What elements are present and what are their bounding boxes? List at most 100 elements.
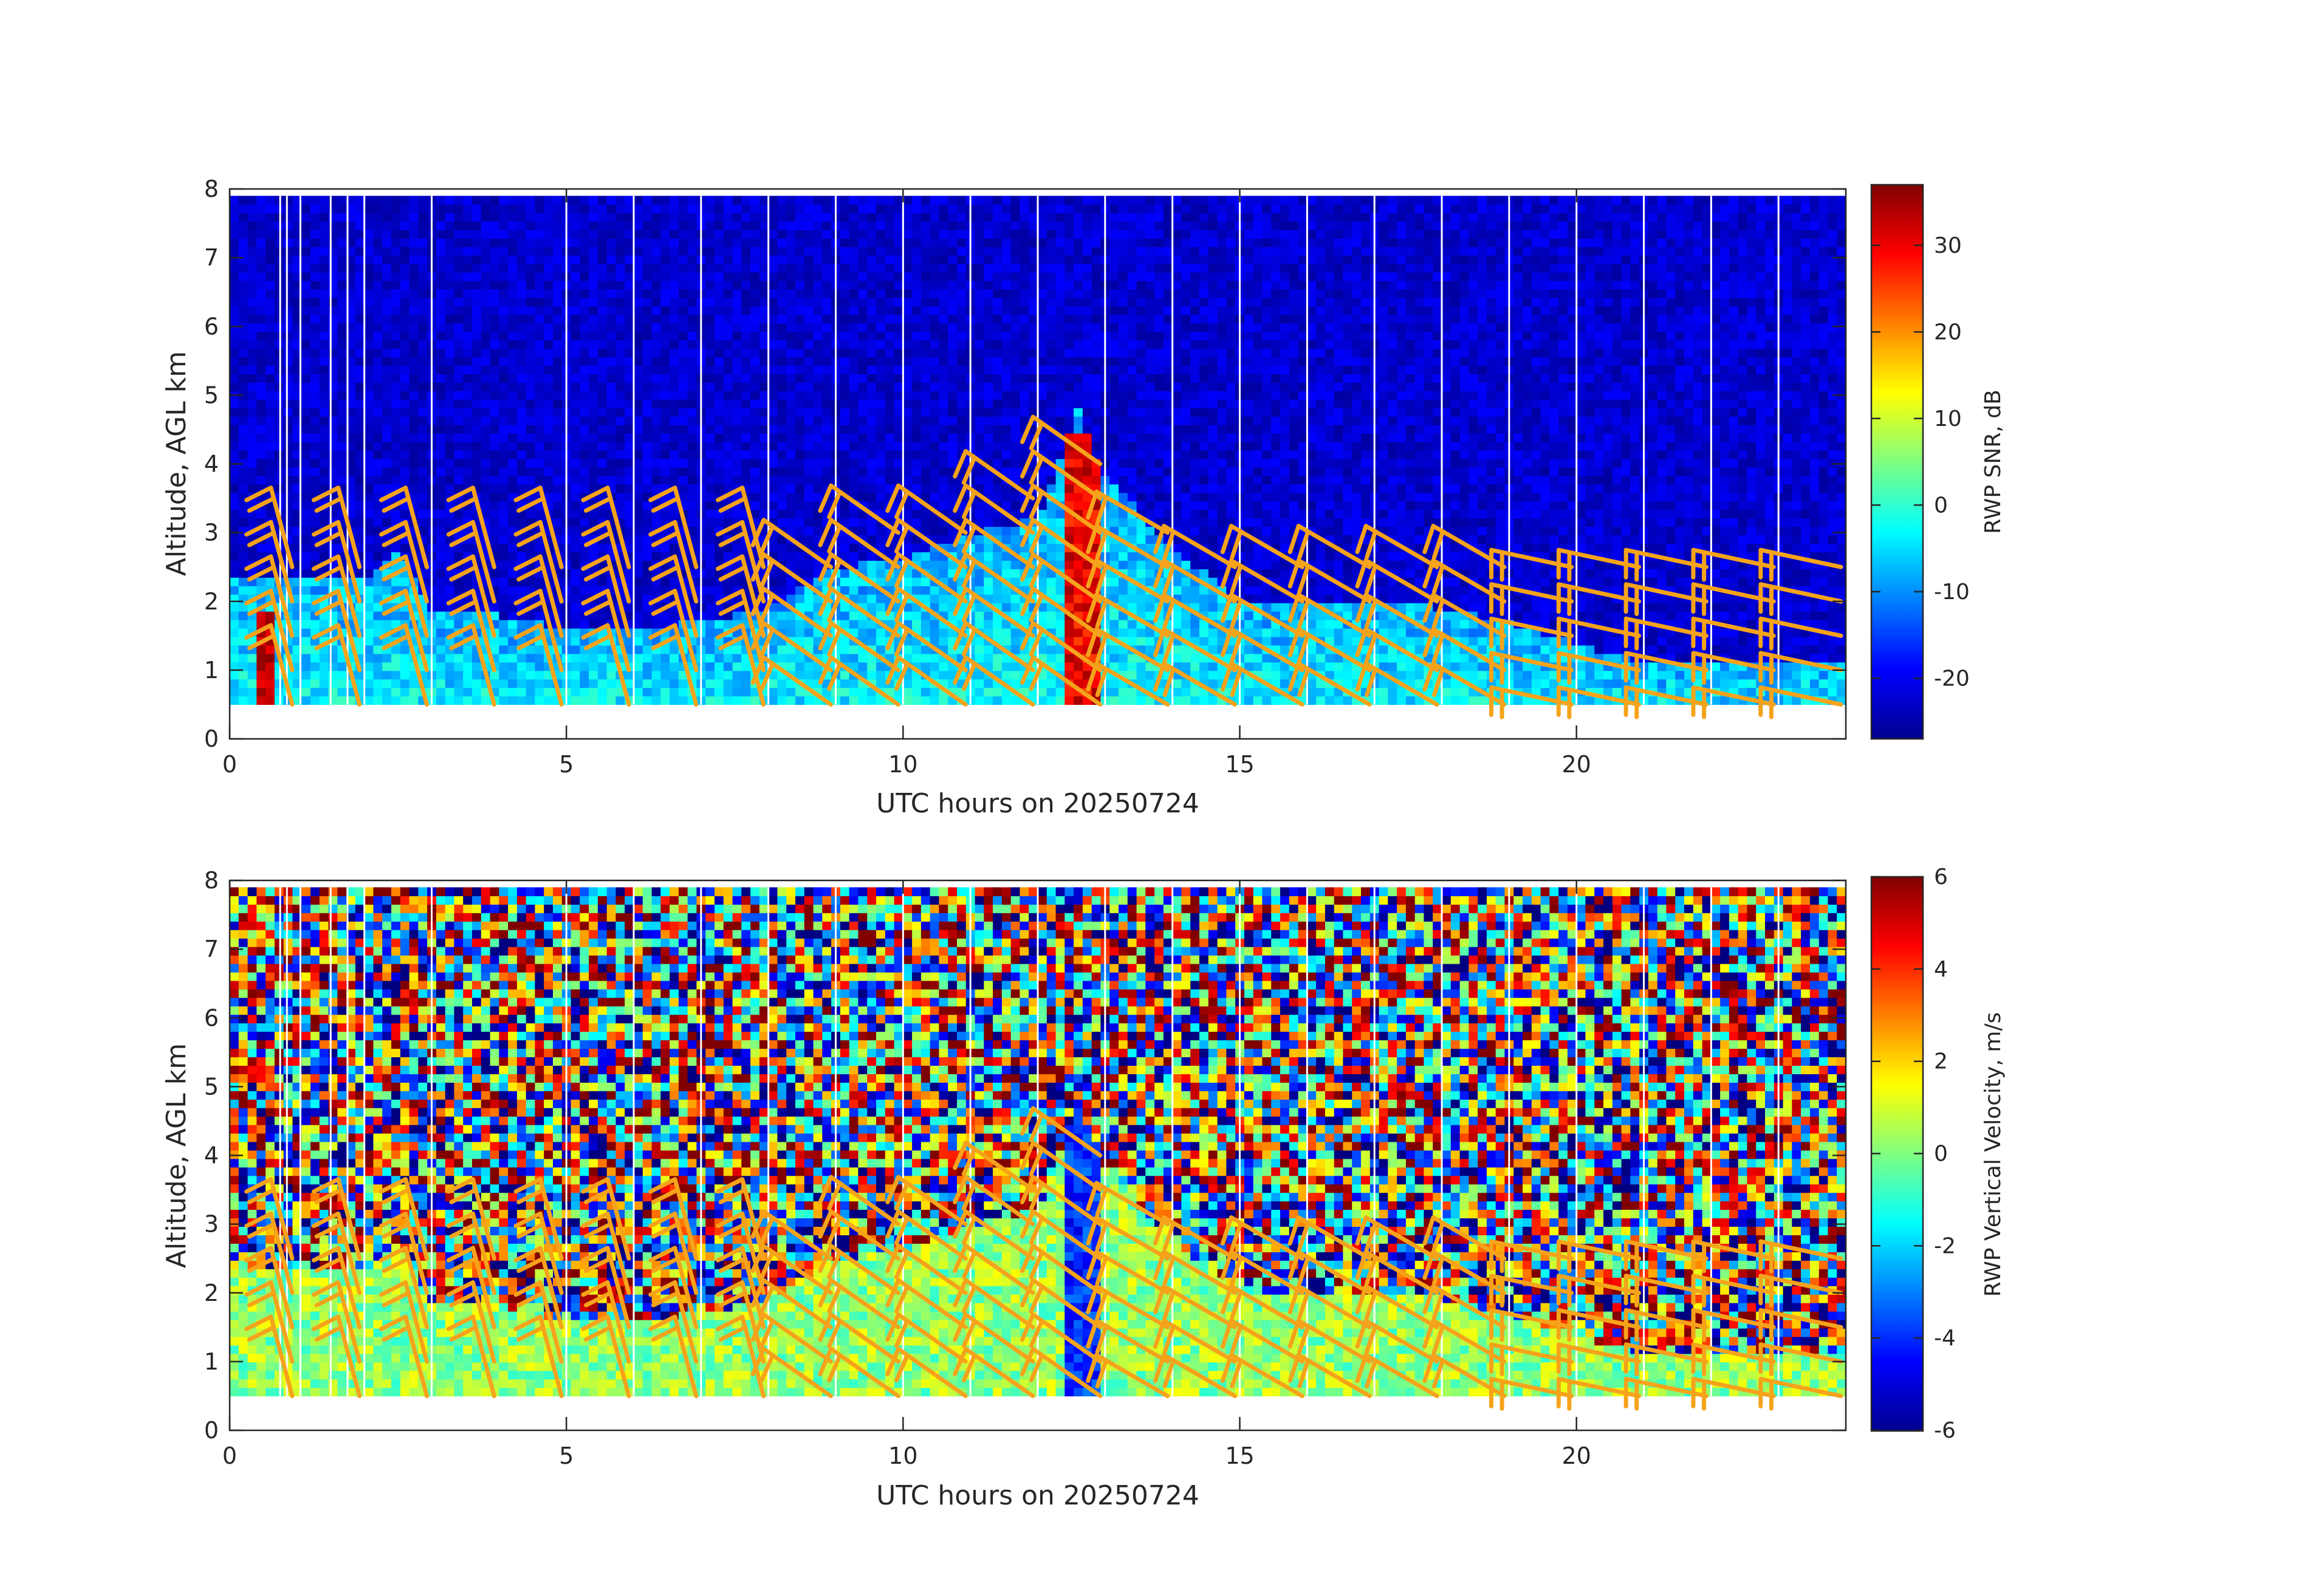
heatmap-cell xyxy=(571,577,580,586)
heatmap-cell xyxy=(553,272,563,281)
heatmap-cell xyxy=(876,501,886,510)
heatmap-cell xyxy=(418,289,428,298)
heatmap-cell xyxy=(876,314,886,324)
heatmap-cell xyxy=(705,357,715,366)
heatmap-cell xyxy=(894,263,903,273)
heatmap-cell xyxy=(597,196,608,205)
heatmap-cell xyxy=(642,255,653,264)
heatmap-cell xyxy=(418,391,428,400)
heatmap-cell xyxy=(606,196,617,205)
heatmap-cell xyxy=(660,255,670,264)
heatmap-cell xyxy=(651,306,661,315)
heatmap-cell xyxy=(804,382,814,391)
heatmap-cell xyxy=(230,662,239,671)
heatmap-cell xyxy=(741,662,751,671)
heatmap-cell xyxy=(723,416,733,425)
heatmap-cell xyxy=(535,382,544,391)
heatmap-cell xyxy=(876,196,886,205)
heatmap-cell xyxy=(759,255,769,264)
heatmap-cell xyxy=(687,340,698,349)
heatmap-cell xyxy=(472,238,482,247)
heatmap-cell xyxy=(822,391,832,400)
heatmap-cell xyxy=(436,518,446,527)
heatmap-cell xyxy=(310,475,320,485)
heatmap-cell xyxy=(301,628,311,637)
heatmap-cell xyxy=(651,204,661,213)
heatmap-cell xyxy=(463,475,473,485)
heatmap-cell xyxy=(571,509,580,519)
heatmap-cell xyxy=(571,653,580,663)
heatmap-cell xyxy=(400,348,410,358)
heatmap-cell xyxy=(508,653,518,663)
heatmap-cell xyxy=(436,433,446,442)
heatmap-cell xyxy=(382,255,392,264)
heatmap-cell xyxy=(436,687,446,697)
heatmap-cell xyxy=(651,458,661,468)
heatmap-cell xyxy=(858,204,868,213)
heatmap-cell xyxy=(705,416,715,425)
heatmap-cell xyxy=(490,238,499,247)
heatmap-cell xyxy=(903,696,913,705)
heatmap-cell xyxy=(516,196,527,205)
heatmap-cell xyxy=(337,340,347,349)
heatmap-cell xyxy=(723,221,733,230)
heatmap-cell xyxy=(634,670,643,680)
heatmap-cell xyxy=(454,391,464,400)
heatmap-cell xyxy=(355,365,365,374)
heatmap-cell xyxy=(715,670,724,680)
heatmap-cell xyxy=(957,357,967,366)
heatmap-cell xyxy=(768,263,778,273)
heatmap-cell xyxy=(804,247,814,256)
heatmap-cell xyxy=(256,323,266,332)
heatmap-cell xyxy=(768,382,778,391)
heatmap-cell xyxy=(535,306,544,315)
heatmap-cell xyxy=(463,230,473,239)
heatmap-cell xyxy=(516,382,527,391)
heatmap-cell xyxy=(948,365,958,374)
heatmap-cell xyxy=(373,391,383,400)
heatmap-cell xyxy=(301,509,311,519)
heatmap-cell xyxy=(355,314,365,324)
heatmap-cell xyxy=(840,331,850,341)
heatmap-cell xyxy=(741,441,751,451)
heatmap-cell xyxy=(705,204,715,213)
heatmap-cell xyxy=(319,662,329,671)
heatmap-cell xyxy=(436,484,446,493)
heatmap-cell xyxy=(678,263,688,273)
heatmap-cell xyxy=(723,670,733,680)
heatmap-cell xyxy=(580,272,589,281)
heatmap-cell xyxy=(957,382,967,391)
heatmap-cell xyxy=(606,399,617,408)
heatmap-cell xyxy=(715,365,724,374)
heatmap-cell xyxy=(894,297,903,307)
heatmap-cell xyxy=(400,289,410,298)
heatmap-cell xyxy=(274,365,284,374)
heatmap-cell xyxy=(355,323,365,332)
heatmap-cell xyxy=(391,391,401,400)
heatmap-cell xyxy=(346,365,356,374)
heatmap-cell xyxy=(400,238,410,247)
heatmap-cell xyxy=(266,331,275,341)
heatmap-cell xyxy=(903,611,913,620)
heatmap-cell xyxy=(301,526,311,535)
heatmap-cell xyxy=(301,425,311,434)
heatmap-cell xyxy=(516,297,527,307)
heatmap-cell xyxy=(526,399,536,408)
heatmap-cell xyxy=(804,475,814,485)
heatmap-cell xyxy=(687,425,698,434)
heatmap-cell xyxy=(777,213,787,222)
heatmap-cell xyxy=(580,458,589,468)
heatmap-cell xyxy=(660,433,670,442)
heatmap-cell xyxy=(858,314,868,324)
heatmap-cell xyxy=(687,213,698,222)
heatmap-cell xyxy=(750,416,760,425)
heatmap-cell xyxy=(732,653,742,663)
heatmap-cell xyxy=(912,577,922,586)
heatmap-cell xyxy=(795,696,805,705)
heatmap-cell xyxy=(975,619,984,629)
heatmap-cell xyxy=(454,577,464,586)
heatmap-cell xyxy=(382,441,392,451)
heatmap-cell xyxy=(580,467,589,476)
heatmap-cell xyxy=(768,306,778,315)
